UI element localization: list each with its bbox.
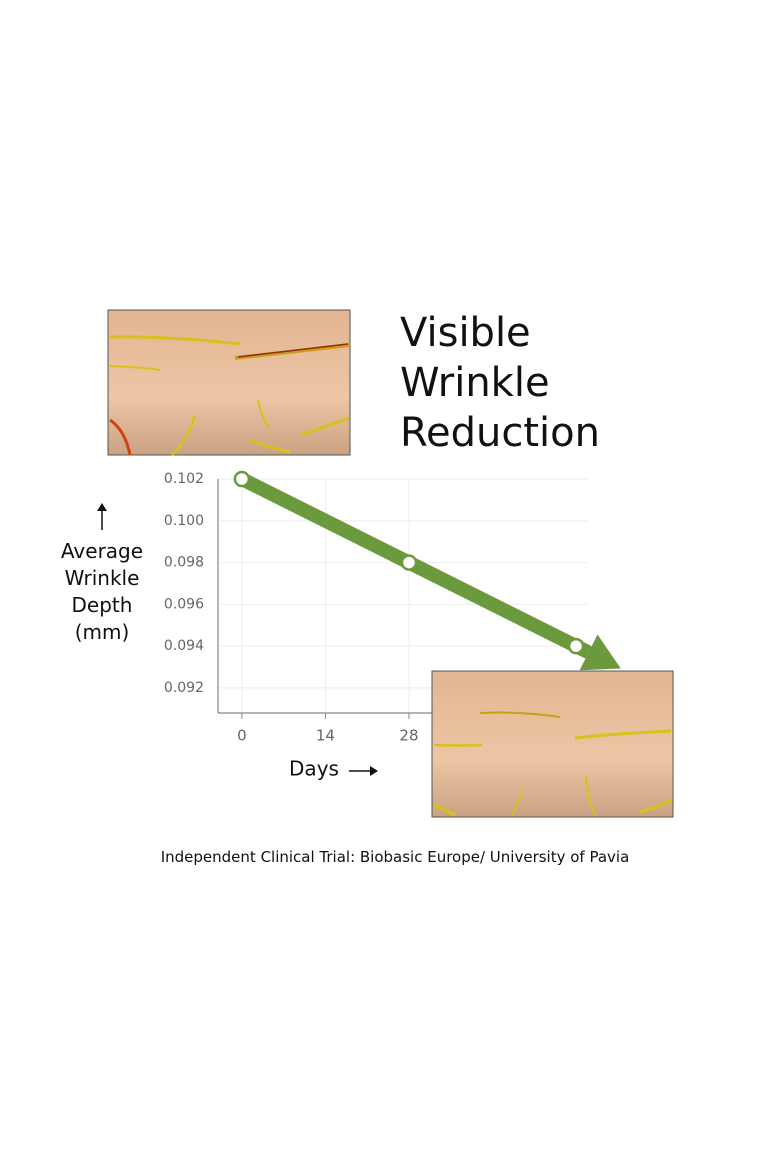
plot-area: 0.092 0.094 0.096 0.098 0.100 0.102 0 14 28 [164,470,621,745]
axis-arrow-head [370,766,378,776]
trend-arrow-head [579,634,621,671]
skin-photo-before [107,309,351,456]
y-tick-label: 0.098 [164,555,204,571]
y-tick-label: 0.094 [164,638,204,654]
y-tick-label: 0.102 [164,471,204,487]
x-tick-label: 14 [316,727,335,745]
y-tick-label: 0.100 [164,513,204,529]
point [400,554,418,571]
point [233,470,251,488]
x-tick-label: 0 [237,727,247,745]
y-tick-label: 0.092 [164,680,204,696]
chart-title: Visible Wrinkle Reduction [400,310,600,456]
point [567,637,585,655]
y-axis-label: Average Wrinkle Depth (mm) [60,539,144,644]
axis-arrow-head [97,503,107,511]
caption: Independent Clinical Trial: Biobasic Eur… [160,848,630,866]
grid [218,478,588,713]
x-tick-label: 28 [399,727,418,745]
skin-photo-after [431,670,674,818]
x-axis-label: Days [289,757,339,781]
y-tick-label: 0.096 [164,596,204,612]
